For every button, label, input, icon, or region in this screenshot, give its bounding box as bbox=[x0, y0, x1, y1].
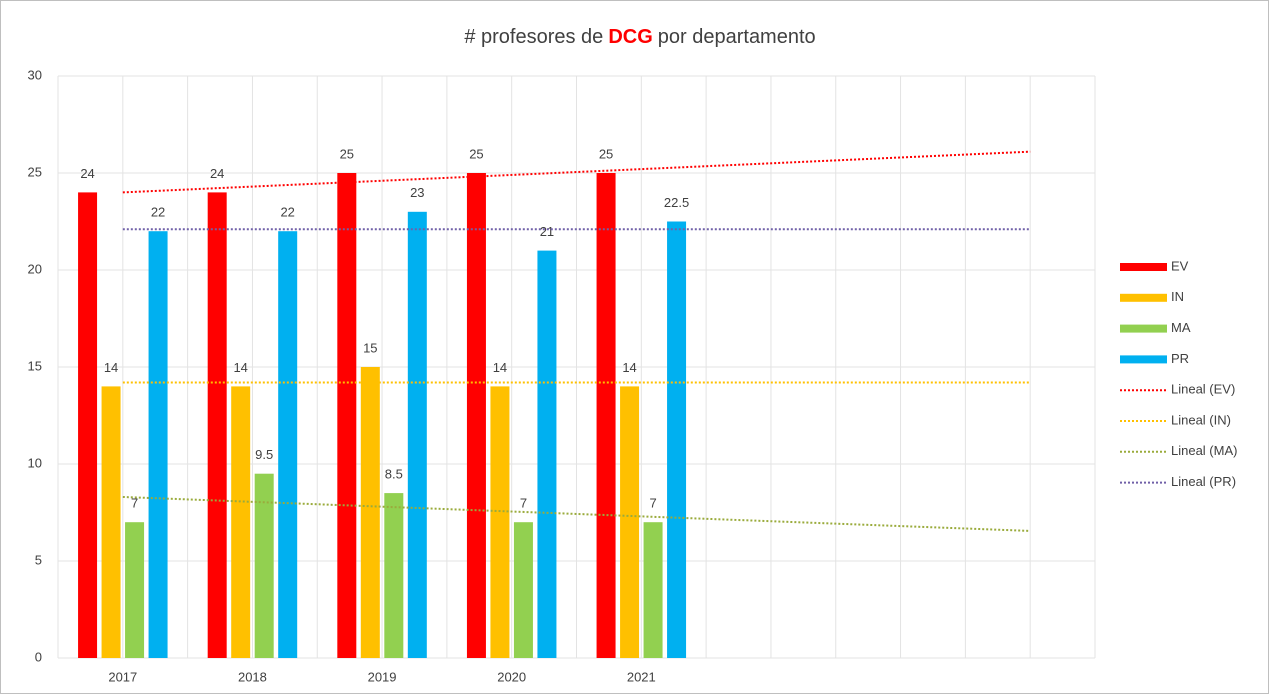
data-label: 25 bbox=[469, 146, 483, 161]
data-label: 14 bbox=[233, 360, 247, 375]
data-label: 8.5 bbox=[385, 467, 403, 482]
legend-label: Lineal (PR) bbox=[1171, 474, 1236, 489]
data-label: 22.5 bbox=[664, 195, 689, 210]
bar bbox=[101, 386, 121, 658]
data-label: 7 bbox=[131, 496, 138, 511]
bar bbox=[537, 250, 557, 658]
bar bbox=[384, 493, 404, 658]
data-label: 24 bbox=[210, 166, 224, 181]
data-label: 22 bbox=[280, 205, 294, 220]
x-tick-label: 2021 bbox=[627, 669, 656, 684]
y-tick-label: 0 bbox=[35, 649, 42, 664]
bar bbox=[466, 173, 486, 658]
legend-label: Lineal (MA) bbox=[1171, 443, 1237, 458]
legend-label: EV bbox=[1171, 258, 1189, 273]
data-label: 25 bbox=[340, 146, 354, 161]
legend-swatch bbox=[1120, 263, 1167, 271]
data-label: 23 bbox=[410, 185, 424, 200]
x-tick-label: 2017 bbox=[108, 669, 137, 684]
bar bbox=[407, 211, 427, 659]
data-label: 24 bbox=[80, 166, 94, 181]
legend-label: MA bbox=[1171, 320, 1191, 335]
bar bbox=[148, 231, 168, 658]
x-tick-label: 2020 bbox=[497, 669, 526, 684]
bar bbox=[78, 192, 98, 658]
bar bbox=[490, 386, 510, 658]
legend-swatch bbox=[1120, 355, 1167, 364]
data-label: 15 bbox=[363, 340, 377, 355]
data-label: 25 bbox=[599, 146, 613, 161]
bar bbox=[207, 192, 227, 658]
bar bbox=[125, 522, 145, 658]
bar bbox=[254, 473, 274, 658]
legend-swatch bbox=[1120, 293, 1167, 302]
legend-label: Lineal (EV) bbox=[1171, 382, 1235, 397]
title-part: por departamento bbox=[658, 26, 816, 48]
x-tick-label: 2018 bbox=[238, 669, 267, 684]
bar bbox=[643, 522, 663, 658]
y-tick-label: 5 bbox=[35, 552, 42, 567]
bar bbox=[231, 386, 251, 658]
legend-label: Lineal (IN) bbox=[1171, 412, 1231, 427]
y-tick-label: 30 bbox=[28, 67, 42, 82]
bar bbox=[620, 386, 640, 658]
bar bbox=[596, 173, 616, 658]
legend-label: PR bbox=[1171, 351, 1189, 366]
data-label: 14 bbox=[493, 360, 507, 375]
title-highlight: DCG bbox=[608, 26, 652, 48]
bar bbox=[278, 231, 298, 658]
bar bbox=[337, 173, 357, 658]
data-label: 22 bbox=[151, 205, 165, 220]
chart-title: # profesores de DCG por departamento bbox=[464, 26, 815, 48]
bar bbox=[667, 221, 687, 658]
legend-swatch bbox=[1120, 324, 1167, 333]
y-tick-label: 20 bbox=[28, 261, 42, 276]
bar bbox=[513, 522, 533, 658]
data-label: 14 bbox=[622, 360, 636, 375]
y-tick-label: 10 bbox=[28, 455, 42, 470]
y-tick-label: 15 bbox=[28, 358, 42, 373]
data-label: 21 bbox=[540, 224, 554, 239]
data-label: 14 bbox=[104, 360, 118, 375]
data-label: 7 bbox=[649, 496, 656, 511]
trendline bbox=[122, 150, 1031, 194]
data-label: 7 bbox=[520, 496, 527, 511]
legend-label: IN bbox=[1171, 289, 1184, 304]
title-part: # profesores de bbox=[464, 26, 603, 48]
y-tick-label: 25 bbox=[28, 164, 42, 179]
trendline bbox=[122, 495, 1031, 532]
x-tick-label: 2019 bbox=[368, 669, 397, 684]
bar bbox=[360, 367, 380, 658]
data-label: 9.5 bbox=[255, 447, 273, 462]
